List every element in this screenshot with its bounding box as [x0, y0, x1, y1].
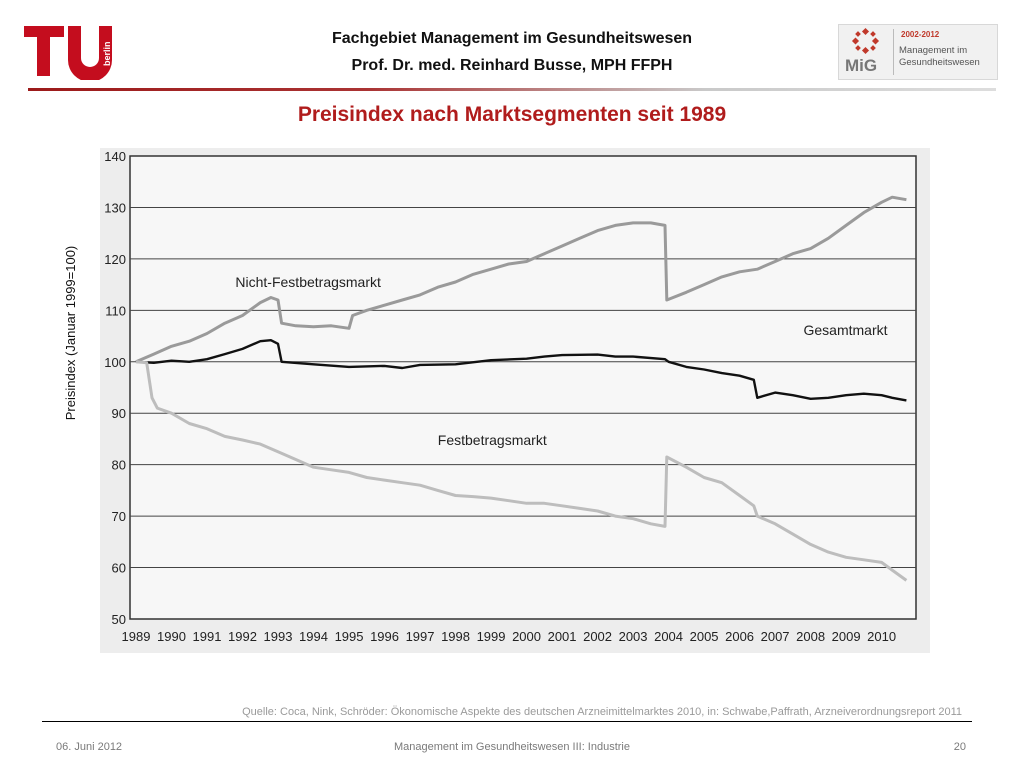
x-tick-label: 2006 — [725, 629, 754, 644]
footer-date: 06. Juni 2012 — [56, 741, 123, 753]
x-tick-label: 2007 — [761, 629, 790, 644]
mig-star-icon — [851, 27, 880, 55]
x-tick-label: 2010 — [867, 629, 896, 644]
x-tick-label: 2002 — [583, 629, 612, 644]
x-tick-label: 1997 — [406, 629, 435, 644]
header-professor: Prof. Dr. med. Reinhard Busse, MPH FFPH — [351, 57, 673, 74]
grid-lines — [130, 206, 916, 569]
y-tick-label: 80 — [112, 458, 126, 473]
y-tick-label: 100 — [104, 355, 126, 370]
tu-logo-text: berlin — [102, 41, 112, 66]
x-tick-labels: 1989 1990 1991 1992 1993 1994 1995 1996 1997 1998… — [122, 629, 897, 644]
x-tick-label: 1996 — [370, 629, 399, 644]
x-tick-label: 1999 — [477, 629, 506, 644]
mig-logo-divider — [893, 29, 894, 75]
x-tick-label: 2003 — [619, 629, 648, 644]
y-axis-label: Preisindex (Januar 1999=100) — [63, 245, 78, 421]
series-labels: Nicht-Festbetragsmarkt Gesamtmarkt Festbet… — [235, 274, 887, 448]
series-line-festbetragsmarkt — [135, 360, 908, 582]
y-tick-label: 130 — [104, 200, 126, 215]
footer-page-number: 20 — [953, 741, 966, 753]
x-tick-label: 2001 — [548, 629, 577, 644]
mig-logo-years: 2002-2012 — [901, 30, 940, 39]
x-tick-label: 1998 — [441, 629, 470, 644]
y-tick-label: 140 — [104, 149, 126, 164]
tu-logo-t-stem — [37, 26, 50, 76]
mig-logo-name: Management im Gesundheitswesen — [899, 45, 980, 68]
mig-logo: MiG 2002-2012 Management im Gesundheitsw… — [838, 24, 998, 80]
y-tick-label: 70 — [112, 509, 126, 524]
source-citation: Quelle: Coca, Nink, Schröder: Ökonomisch… — [242, 706, 962, 718]
footer-rule — [42, 721, 972, 722]
x-tick-label: 1993 — [264, 629, 293, 644]
footer-course: Management im Gesundheitswesen III: Indu… — [393, 741, 630, 753]
x-tick-label: 1989 — [122, 629, 151, 644]
x-tick-label: 1991 — [193, 629, 222, 644]
slide-title: Preisindex nach Marktsegmenten seit 1989 — [297, 103, 727, 126]
x-tick-label: 1994 — [299, 629, 328, 644]
x-tick-label: 2000 — [512, 629, 541, 644]
header-rule — [28, 88, 996, 91]
series-line-nicht-festbetragsmarkt — [135, 195, 907, 364]
y-tick-labels: 50 60 70 80 90 100 110 120 130 140 — [104, 149, 126, 627]
y-tick-label: 60 — [112, 561, 126, 576]
series-lines — [135, 195, 908, 582]
x-tick-label: 1995 — [335, 629, 364, 644]
series-label-gesamtmarkt: Gesamtmarkt — [803, 322, 887, 338]
x-tick-label: 2008 — [796, 629, 825, 644]
y-tick-label: 120 — [104, 252, 126, 267]
y-tick-label: 50 — [112, 612, 126, 627]
series-label-festbetragsmarkt: Festbetragsmarkt — [438, 432, 547, 448]
x-tick-label: 2004 — [654, 629, 683, 644]
y-tick-label: 90 — [112, 406, 126, 421]
plot-area — [129, 155, 917, 620]
x-tick-label: 1990 — [157, 629, 186, 644]
price-index-chart: 50 60 70 80 90 100 110 120 130 140 1989 1990 1991 19… — [100, 148, 930, 653]
mig-logo-text: MiG — [845, 56, 878, 75]
series-label-nicht-festbetragsmarkt: Nicht-Festbetragsmarkt — [235, 274, 381, 290]
tu-logo-u — [68, 26, 112, 82]
tu-berlin-logo: berlin — [22, 22, 117, 82]
y-tick-label: 110 — [105, 303, 126, 318]
x-tick-label: 1992 — [228, 629, 257, 644]
header-department: Fachgebiet Management im Gesundheitswese… — [331, 30, 693, 47]
x-tick-label: 2005 — [690, 629, 719, 644]
series-line-gesamtmarkt — [135, 339, 907, 402]
x-tick-label: 2009 — [832, 629, 861, 644]
